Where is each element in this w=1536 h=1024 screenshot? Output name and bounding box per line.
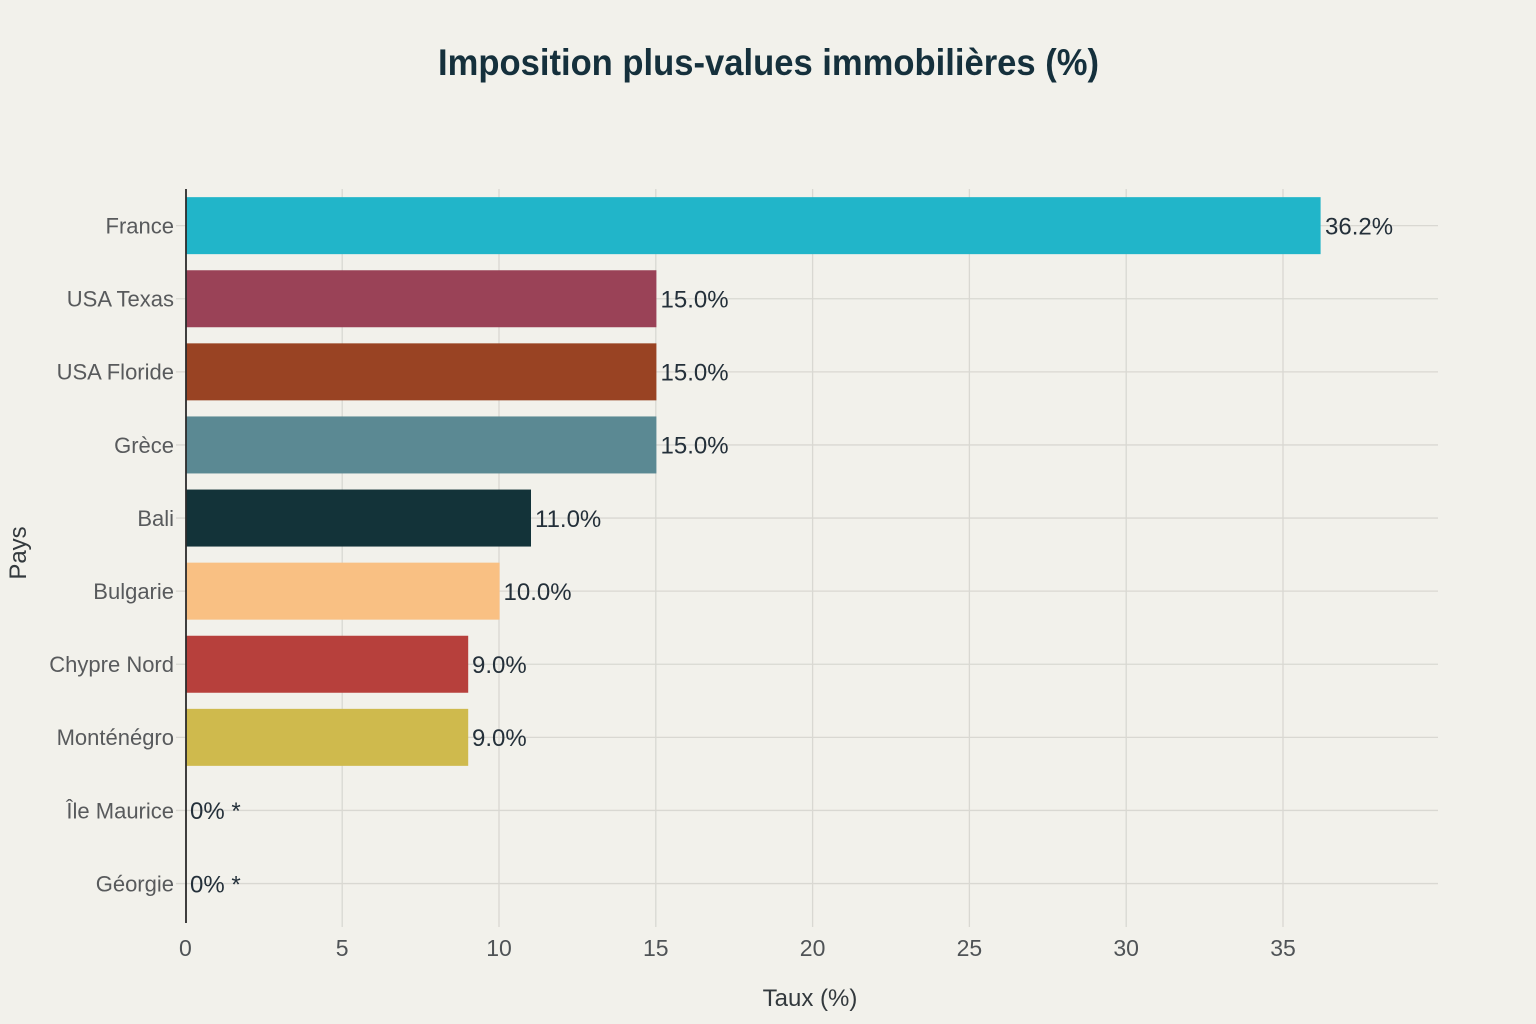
svg-text:0% *: 0% * [190,798,241,825]
svg-text:36.2%: 36.2% [1325,213,1393,240]
svg-text:Monténégro: Monténégro [57,725,174,750]
svg-text:9.0%: 9.0% [472,652,527,679]
svg-text:30: 30 [1113,935,1139,961]
svg-text:15.0%: 15.0% [661,433,729,460]
svg-text:35: 35 [1270,935,1296,961]
svg-text:11.0%: 11.0% [535,506,601,533]
svg-text:Géorgie: Géorgie [96,871,174,896]
svg-text:Bulgarie: Bulgarie [93,579,174,604]
svg-text:Chypre Nord: Chypre Nord [49,652,174,677]
svg-text:15: 15 [643,935,669,961]
svg-text:Grèce: Grèce [114,433,174,458]
svg-text:Bali: Bali [137,506,174,531]
svg-text:0: 0 [179,935,192,961]
svg-text:20: 20 [800,935,826,961]
svg-text:5: 5 [336,935,349,961]
svg-text:Île Maurice: Île Maurice [65,798,174,823]
svg-text:Pays: Pays [5,526,32,579]
svg-text:10.0%: 10.0% [504,579,572,606]
svg-text:15.0%: 15.0% [661,287,729,314]
svg-text:9.0%: 9.0% [472,725,527,752]
svg-text:15.0%: 15.0% [661,360,729,387]
svg-text:USA Floride: USA Floride [57,360,174,385]
svg-text:Taux (%): Taux (%) [763,985,858,1012]
svg-text:Imposition plus-values immobil: Imposition plus-values immobilières (%) [438,42,1099,83]
svg-text:France: France [106,214,174,239]
svg-text:10: 10 [486,935,512,961]
svg-text:25: 25 [957,935,983,961]
svg-text:USA Texas: USA Texas [67,287,174,312]
svg-text:0% *: 0% * [190,871,241,898]
